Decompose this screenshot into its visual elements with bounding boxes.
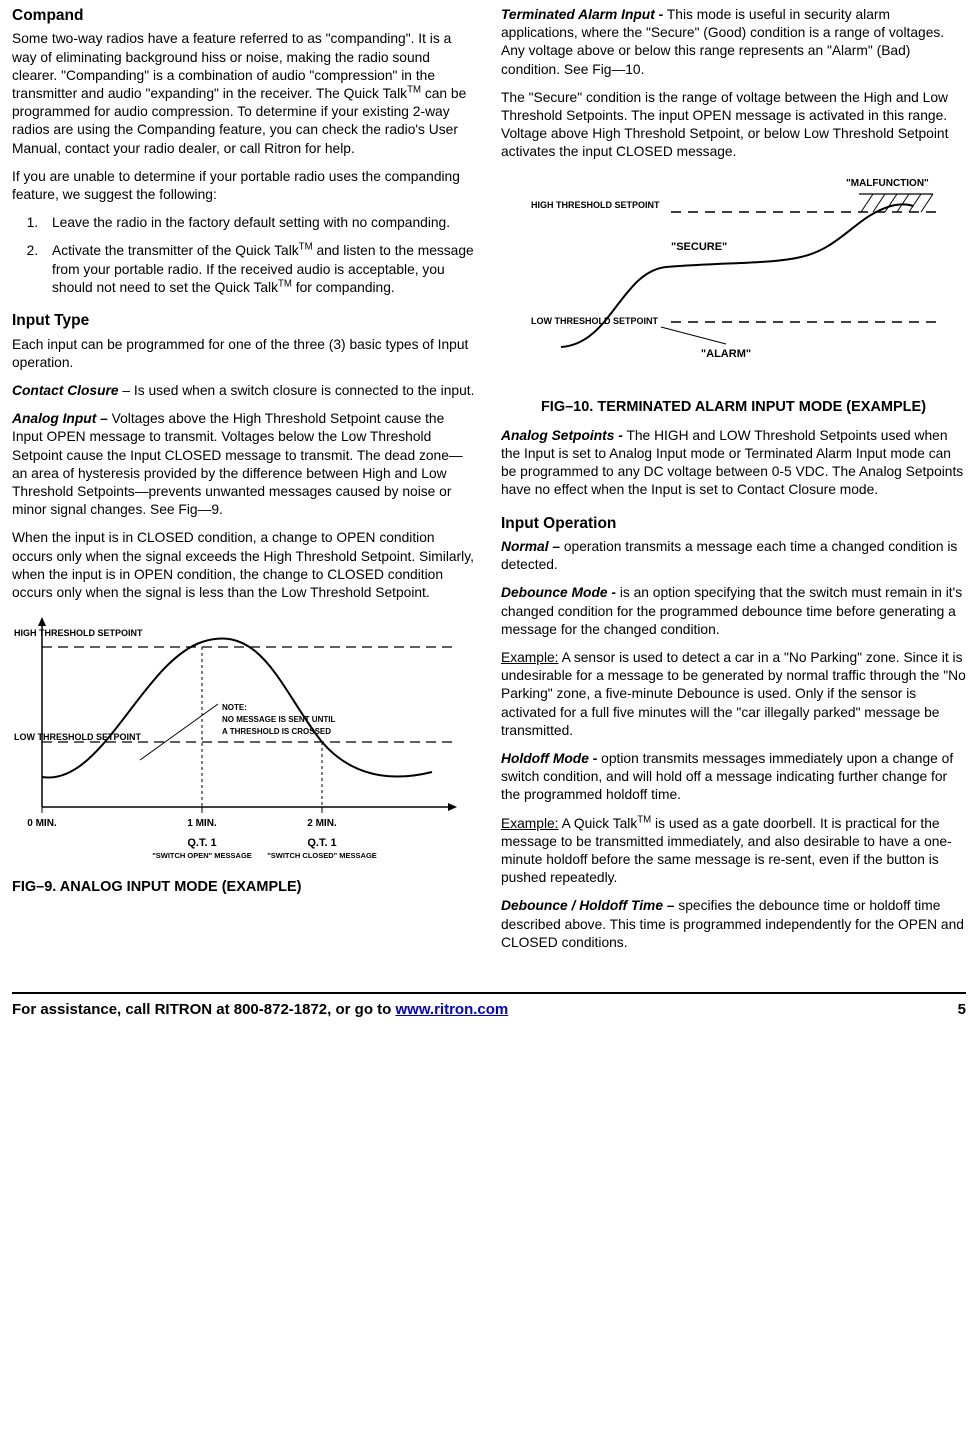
label: Analog Input – [12, 411, 108, 426]
holdoff-example: Example: A Quick TalkTM is used as a gat… [501, 815, 966, 888]
text: operation transmits a message each time … [501, 539, 957, 572]
tm-superscript: TM [407, 84, 421, 95]
heading-compand: Compand [12, 6, 477, 26]
text: Voltages above the High Threshold Setpoi… [12, 411, 463, 517]
fig9-x0: 0 MIN. [27, 818, 57, 829]
text: – Is used when a switch closure is conne… [119, 383, 475, 398]
label: Contact Closure [12, 383, 119, 398]
fig9-high-label: HIGH THRESHOLD SETPOINT [14, 628, 143, 638]
tm-superscript: TM [278, 278, 292, 289]
analog-input-paragraph-1: Analog Input – Voltages above the High T… [12, 410, 477, 519]
fig9-note3: A THRESHOLD IS CROSSED [222, 727, 331, 736]
fig9-x1: 1 MIN. [187, 818, 217, 829]
fig9-low-label: LOW THRESHOLD SETPOINT [14, 732, 142, 742]
page-number: 5 [958, 1000, 966, 1020]
fig10-svg: HIGH THRESHOLD SETPOINT LOW THRESHOLD SE… [501, 172, 961, 392]
fig9-caption: FIG–9. ANALOG INPUT MODE (EXAMPLE) [12, 878, 477, 897]
fig9-qt1a: Q.T. 1 [187, 837, 216, 849]
footer-prefix: For assistance, call RITRON at 800-872-1… [12, 1001, 395, 1018]
fig10-high-label: HIGH THRESHOLD SETPOINT [531, 200, 660, 210]
two-column-layout: Compand Some two-way radios have a featu… [12, 6, 966, 962]
text: Activate the transmitter of the Quick Ta… [52, 243, 299, 258]
label: Terminated Alarm Input - [501, 7, 663, 22]
footer-link[interactable]: www.ritron.com [395, 1001, 508, 1018]
analog-input-paragraph-2: When the input is in CLOSED condition, a… [12, 529, 477, 602]
example-label: Example: [501, 650, 559, 665]
heading-input-type: Input Type [12, 311, 477, 331]
heading-input-operation: Input Operation [501, 514, 966, 534]
tm-superscript: TM [637, 814, 651, 825]
fig10-low-label: LOW THRESHOLD SETPOINT [531, 316, 659, 326]
normal-paragraph: Normal – operation transmits a message e… [501, 538, 966, 574]
fig9-svg: HIGH THRESHOLD SETPOINT LOW THRESHOLD SE… [12, 612, 472, 872]
label: Debounce / Holdoff Time – [501, 898, 675, 913]
fig10-caption: FIG–10. TERMINATED ALARM INPUT MODE (EXA… [501, 398, 966, 417]
figure-9: HIGH THRESHOLD SETPOINT LOW THRESHOLD SE… [12, 612, 477, 897]
fig10-secure: "SECURE" [671, 241, 727, 253]
text: Some two-way radios have a feature refer… [12, 31, 451, 101]
text: for companding. [292, 280, 395, 295]
fig9-note2: NO MESSAGE IS SENT UNTIL [222, 715, 335, 724]
analog-setpoints-paragraph: Analog Setpoints - The HIGH and LOW Thre… [501, 427, 966, 500]
terminated-alarm-paragraph-1: Terminated Alarm Input - This mode is us… [501, 6, 966, 79]
page-footer: For assistance, call RITRON at 800-872-1… [12, 1000, 966, 1020]
right-column: Terminated Alarm Input - This mode is us… [501, 6, 966, 962]
label: Analog Setpoints - [501, 428, 623, 443]
debounce-holdoff-time-paragraph: Debounce / Holdoff Time – specifies the … [501, 897, 966, 952]
compand-paragraph-2: If you are unable to determine if your p… [12, 168, 477, 204]
input-type-intro: Each input can be programmed for one of … [12, 336, 477, 372]
debounce-paragraph: Debounce Mode - is an option specifying … [501, 584, 966, 639]
label: Normal – [501, 539, 560, 554]
label: Holdoff Mode - [501, 751, 597, 766]
footer-text: For assistance, call RITRON at 800-872-1… [12, 1000, 508, 1020]
fig10-malfunction: "MALFUNCTION" [846, 178, 929, 189]
footer-rule [12, 992, 966, 994]
example-label: Example: [501, 816, 559, 831]
text: A sensor is used to detect a car in a "N… [501, 650, 966, 738]
holdoff-paragraph: Holdoff Mode - option transmits messages… [501, 750, 966, 805]
fig9-note1: NOTE: [222, 703, 247, 712]
tm-superscript: TM [299, 242, 313, 253]
text: A Quick Talk [559, 816, 638, 831]
debounce-example: Example: A sensor is used to detect a ca… [501, 649, 966, 740]
list-item: Leave the radio in the factory default s… [42, 214, 477, 232]
fig9-qt1b-sub: "SWITCH CLOSED" MESSAGE [267, 851, 377, 860]
fig9-qt1b: Q.T. 1 [307, 837, 336, 849]
contact-closure-paragraph: Contact Closure – Is used when a switch … [12, 382, 477, 400]
fig10-alarm: "ALARM" [701, 348, 751, 360]
fig9-qt1a-sub: "SWITCH OPEN" MESSAGE [152, 851, 252, 860]
left-column: Compand Some two-way radios have a featu… [12, 6, 477, 962]
compand-list: Leave the radio in the factory default s… [42, 214, 477, 297]
label: Debounce Mode - [501, 585, 616, 600]
compand-paragraph-1: Some two-way radios have a feature refer… [12, 30, 477, 157]
fig9-x2: 2 MIN. [307, 818, 337, 829]
figure-10: HIGH THRESHOLD SETPOINT LOW THRESHOLD SE… [501, 172, 966, 417]
terminated-alarm-paragraph-2: The "Secure" condition is the range of v… [501, 89, 966, 162]
list-item: Activate the transmitter of the Quick Ta… [42, 242, 477, 297]
